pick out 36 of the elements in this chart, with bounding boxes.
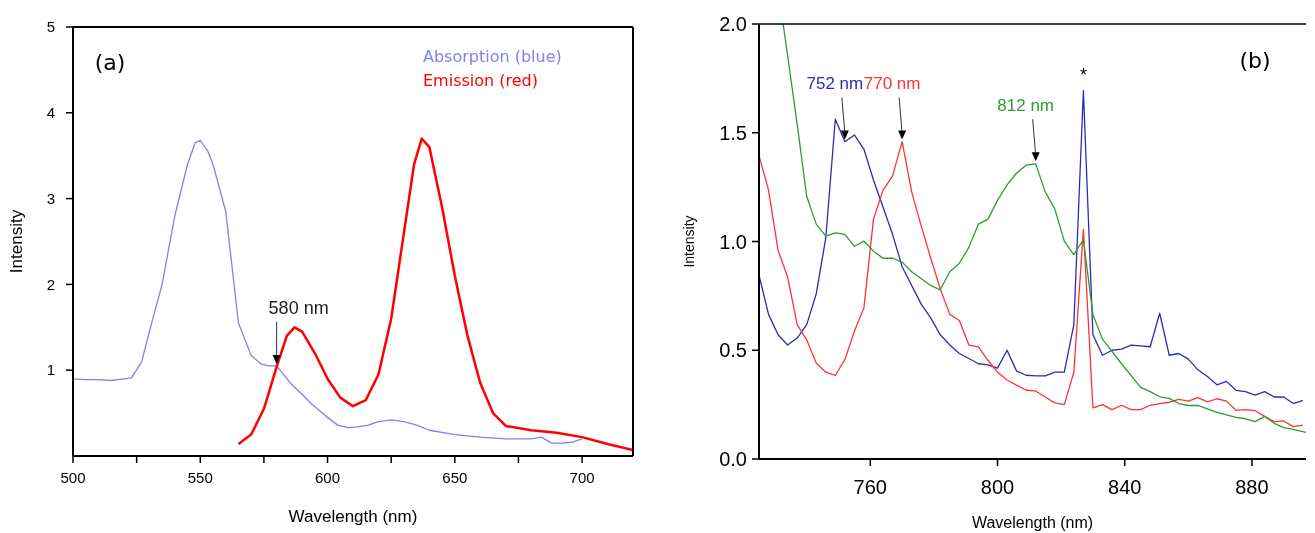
line-series [759,90,1304,405]
y-tick-label: 1 [46,361,55,379]
y-tick-label: 0.5 [719,339,747,362]
x-axis-title: Wavelength (nm) [971,514,1094,531]
x-tick-label: 800 [980,476,1015,498]
annotation: 752 nm [806,74,864,94]
x-tick-label: 880 [1235,476,1269,498]
y-tick-label: 3 [46,189,55,207]
x-tick-label: 650 [442,469,468,486]
x-tick-label: 500 [60,469,86,486]
x-tick-label: 550 [187,469,213,486]
annotation: (a) [94,50,126,75]
annotation: (b) [1239,48,1271,73]
y-axis-title: Intensity [681,215,697,268]
annotation: 580 nm [268,297,329,318]
annotation: 770 nm [863,74,921,94]
line-series [237,137,633,452]
x-tick-label: 600 [315,469,341,486]
line-series [782,24,1306,434]
y-tick-label: 1.5 [719,121,747,144]
x-axis-title: Wavelength (nm) [288,507,418,526]
y-tick-label: 2.0 [719,13,747,35]
y-tick-label: 2 [46,275,55,293]
x-tick-label: 840 [1108,476,1142,498]
x-tick-label: 760 [853,476,887,498]
text: Absorption (blue) [423,47,562,66]
annotation: 812 nm [997,96,1055,116]
x-tick-label: 700 [569,469,595,486]
text: Emission (red) [423,71,538,90]
y-axis-title: Intensity [7,209,26,274]
annotation: * [1079,64,1087,85]
y-tick-label: 4 [46,104,55,122]
line-series [73,139,583,444]
y-tick-label: 5 [46,18,55,36]
y-tick-label: 1.0 [719,230,747,253]
y-tick-label: 0.0 [719,448,747,470]
